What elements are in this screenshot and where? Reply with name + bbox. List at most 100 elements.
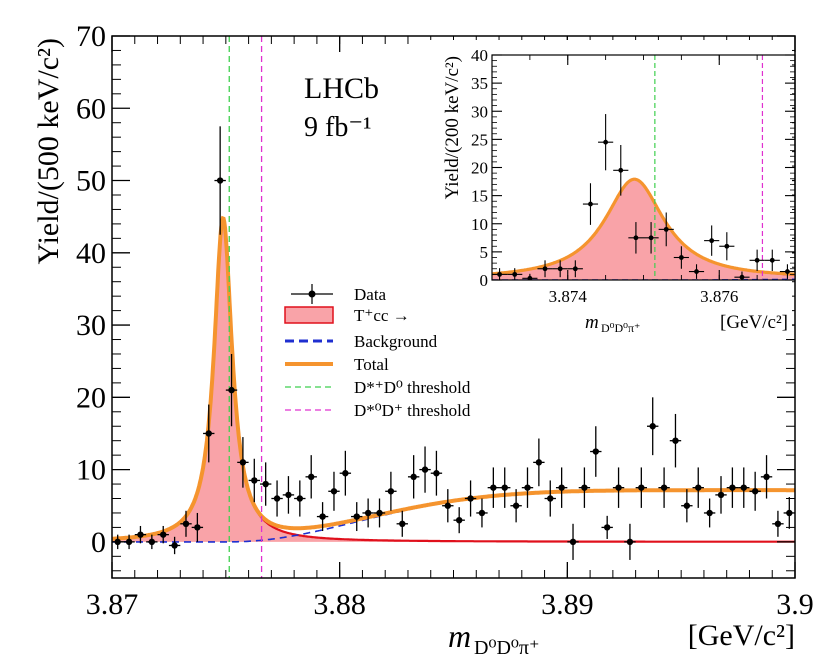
inset-y-axis-label: Yield/(200 keV/c²) bbox=[442, 56, 463, 199]
experiment-label: LHCb bbox=[304, 72, 379, 105]
data-point bbox=[328, 471, 340, 511]
inset-x-axis-unit: [GeV/c²] bbox=[720, 312, 788, 333]
data-point bbox=[453, 507, 465, 534]
data-point bbox=[510, 489, 522, 523]
data-point bbox=[362, 498, 374, 528]
y-tick-label: 50 bbox=[76, 165, 106, 198]
inset-data-point bbox=[734, 271, 750, 280]
inset-ticks: 3.874 3.876 0 5 10 15 20 25 30 35 40 bbox=[471, 46, 796, 306]
data-point bbox=[487, 467, 500, 508]
inset-data-point bbox=[613, 145, 629, 196]
data-point bbox=[738, 467, 750, 508]
inset-data-point bbox=[779, 264, 795, 279]
data-point bbox=[760, 455, 773, 499]
data-point bbox=[396, 510, 408, 537]
inset-y-tick-label: 5 bbox=[480, 243, 489, 262]
inset-data-point bbox=[567, 260, 583, 278]
inset-y-tick-label: 35 bbox=[471, 74, 488, 93]
inset-plot: 3.874 3.876 0 5 10 15 20 25 30 35 40 Yield/(200 ke… bbox=[412, 40, 796, 335]
data-point bbox=[692, 467, 704, 508]
data-point bbox=[294, 480, 306, 517]
data-point bbox=[635, 467, 648, 508]
main-y-axis-label: Yield/(500 keV/c²) bbox=[32, 38, 65, 264]
data-point bbox=[647, 397, 659, 456]
data-point bbox=[168, 536, 181, 555]
inset-data-points bbox=[492, 114, 795, 280]
background-curve bbox=[112, 489, 795, 543]
data-point bbox=[282, 476, 295, 514]
data-point bbox=[555, 467, 568, 508]
inset-data-point bbox=[537, 260, 553, 278]
data-point bbox=[214, 126, 226, 235]
inset-data-point bbox=[628, 222, 644, 254]
main-x-axis-label: m bbox=[448, 618, 471, 654]
inset-data-point bbox=[749, 249, 765, 271]
data-point bbox=[749, 471, 761, 511]
data-point bbox=[225, 353, 238, 427]
data-point bbox=[237, 437, 249, 488]
legend-label-total: Total bbox=[354, 355, 389, 374]
data-point bbox=[681, 489, 693, 523]
data-point bbox=[259, 462, 272, 506]
inset-data-point bbox=[719, 232, 735, 261]
legend-label-threshold-green: D*⁺D⁰ threshold bbox=[354, 378, 471, 397]
data-point bbox=[305, 455, 317, 499]
luminosity-label: 9 fb⁻¹ bbox=[304, 112, 372, 143]
legend-label-threshold-magenta: D*⁰D⁺ threshold bbox=[354, 401, 471, 420]
legend-entry-background: Background bbox=[285, 332, 438, 351]
data-point bbox=[521, 467, 534, 508]
data-point bbox=[726, 467, 739, 508]
inset-x-tick-label: 3.876 bbox=[700, 287, 738, 306]
legend-entry-threshold-magenta: D*⁰D⁺ threshold bbox=[285, 401, 471, 420]
inset-data-point bbox=[582, 183, 599, 225]
data-point bbox=[669, 413, 682, 468]
legend-entry-total: Total bbox=[285, 355, 389, 374]
inset-data-point bbox=[507, 268, 523, 280]
y-tick-label: 30 bbox=[76, 309, 106, 342]
legend-label-data: Data bbox=[354, 285, 387, 304]
data-point bbox=[715, 476, 727, 514]
x-tick-label: 3.88 bbox=[313, 588, 366, 621]
data-point bbox=[612, 467, 625, 508]
data-point bbox=[134, 525, 147, 544]
data-point bbox=[464, 480, 477, 517]
data-point bbox=[476, 498, 488, 528]
inset-total-curve bbox=[492, 177, 795, 276]
data-point bbox=[385, 471, 397, 511]
x-tick-label: 3.9 bbox=[776, 588, 814, 621]
data-point bbox=[430, 450, 443, 496]
data-point bbox=[191, 512, 204, 542]
data-point bbox=[772, 510, 784, 537]
inset-y-tick-label: 25 bbox=[471, 130, 488, 149]
y-tick-label: 0 bbox=[91, 526, 106, 559]
data-point bbox=[203, 404, 215, 463]
data-point bbox=[339, 450, 352, 496]
inset-y-tick-label: 30 bbox=[471, 102, 488, 121]
data-point bbox=[442, 489, 454, 523]
data-point bbox=[544, 480, 556, 517]
data-point bbox=[624, 523, 636, 560]
y-tick-label: 60 bbox=[76, 92, 106, 125]
total-curve bbox=[112, 215, 795, 541]
inset-y-tick-label: 20 bbox=[471, 159, 488, 178]
data-point bbox=[590, 426, 602, 477]
data-point bbox=[658, 467, 670, 508]
inset-data-point bbox=[764, 249, 780, 271]
inset-data-point bbox=[643, 222, 659, 254]
main-x-axis-label-subscript: D⁰D⁰π⁺ bbox=[474, 637, 540, 659]
inset-x-tick-label: 3.874 bbox=[549, 287, 588, 306]
inset-y-tick-label: 0 bbox=[480, 271, 489, 290]
data-point bbox=[316, 502, 329, 532]
data-point bbox=[407, 455, 420, 499]
data-point bbox=[703, 498, 716, 528]
inset-data-point bbox=[658, 212, 674, 247]
legend-label-background: Background bbox=[354, 332, 438, 351]
y-tick-label: 70 bbox=[76, 20, 106, 53]
inset-data-point bbox=[552, 260, 568, 278]
data-point bbox=[146, 534, 158, 550]
data-point bbox=[533, 438, 545, 487]
main-data-points bbox=[112, 126, 795, 560]
data-point bbox=[419, 446, 431, 493]
